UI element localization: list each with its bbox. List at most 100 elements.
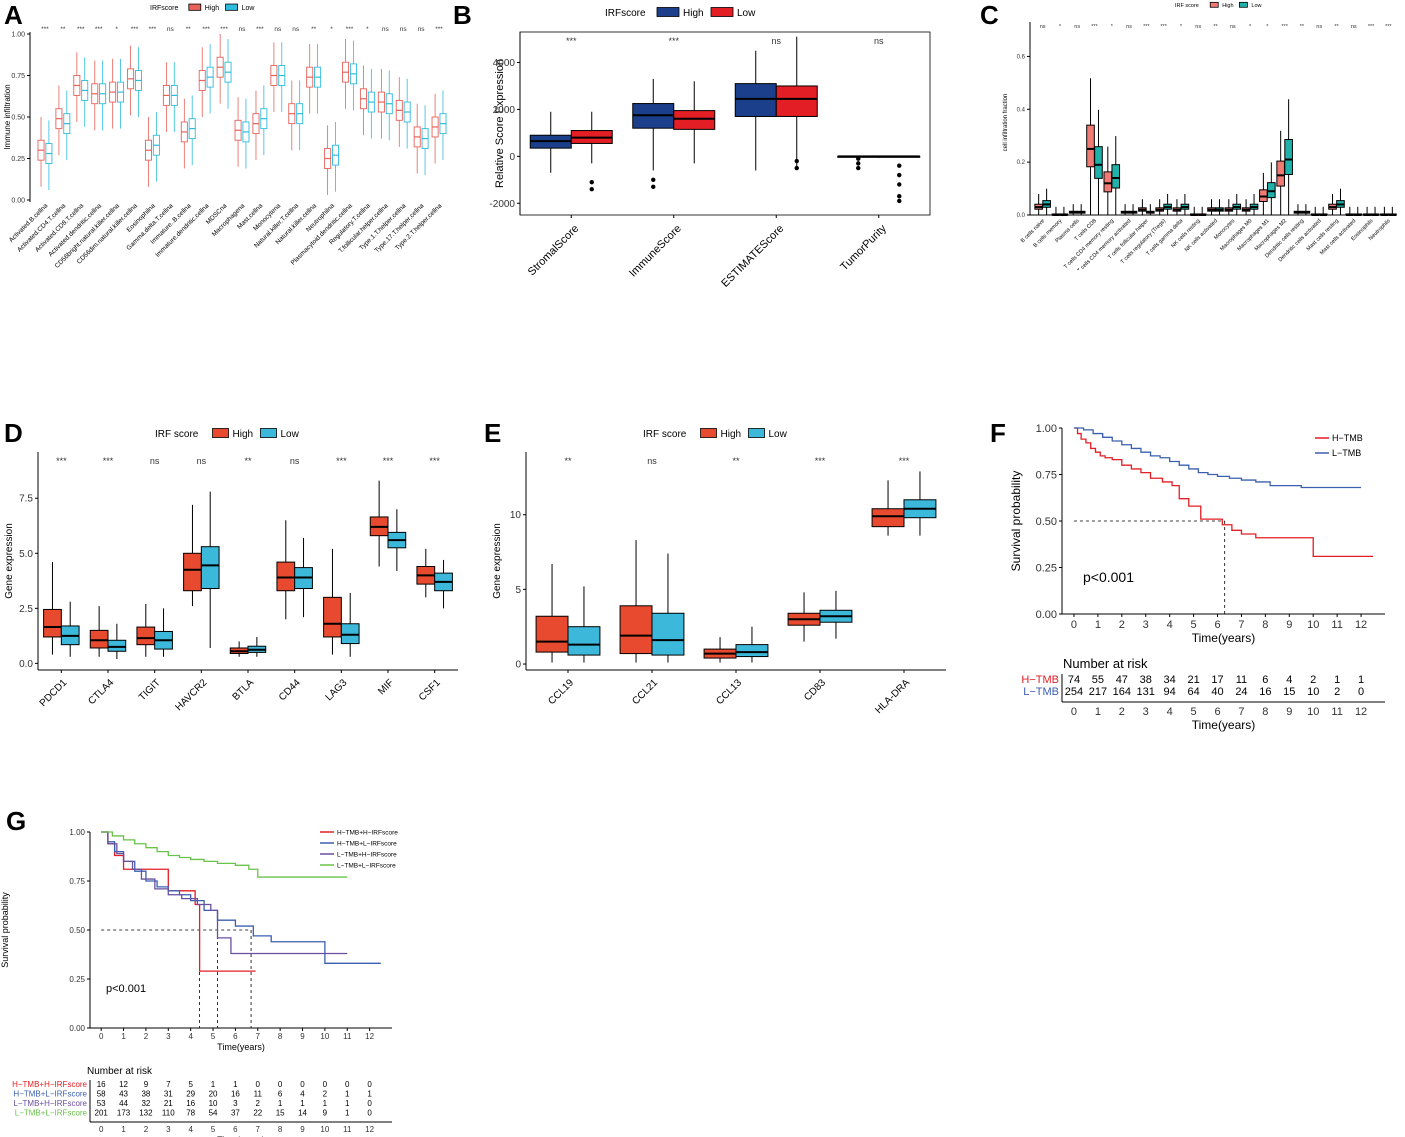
- box-b-high-box: [734, 83, 777, 117]
- box-d-high-box: [276, 561, 296, 592]
- sig-label: ns: [239, 26, 247, 33]
- y-tick-label: 0.75: [1036, 469, 1057, 481]
- risk-x-tick-label: 4: [188, 1125, 193, 1134]
- sig-label: ***: [149, 26, 157, 33]
- x-tick-label: 12: [1355, 619, 1367, 631]
- panel-letter-d: D: [4, 418, 23, 448]
- risk-value: 11: [1236, 674, 1247, 686]
- y-tick-label: 0.25: [11, 156, 25, 163]
- risk-value: 1: [233, 1080, 238, 1089]
- risk-value: 254: [1065, 686, 1083, 698]
- risk-value: 38: [1140, 674, 1152, 686]
- risk-value: 2: [256, 1099, 261, 1108]
- sig-label: ns: [382, 26, 390, 33]
- sig-label: ***: [131, 26, 139, 33]
- km-curve-0: [1073, 427, 1374, 557]
- x-tick-label: 1: [1095, 619, 1101, 631]
- y-tick-label: 0.50: [11, 114, 25, 121]
- risk-value: 16: [97, 1080, 106, 1089]
- sig-label: ***: [220, 26, 228, 33]
- risk-x-tick-label: 7: [1238, 706, 1244, 718]
- risk-value: 24: [1235, 686, 1247, 698]
- risk-x-tick-label: 1: [1095, 706, 1101, 718]
- risk-x-tick-label: 12: [365, 1125, 374, 1134]
- x-tick-label: CCL21: [630, 677, 660, 707]
- risk-value: 44: [119, 1099, 128, 1108]
- risk-x-tick-label: 10: [320, 1125, 329, 1134]
- risk-value: 10: [1307, 686, 1319, 698]
- x-tick-label: 9: [300, 1032, 305, 1041]
- chart-g-km-tmb-irf: Survival probability 0.00 0.25 0.50 0.75 1.00…: [0, 828, 398, 1137]
- y-tick-label: 10: [510, 510, 522, 521]
- risk-value: 54: [209, 1109, 218, 1118]
- x-tick-label: 5: [1191, 619, 1197, 631]
- sig-label: ***: [77, 26, 85, 33]
- risk-value: 47: [1116, 674, 1128, 686]
- sig-label: ns: [167, 26, 175, 33]
- outlier-point: [897, 194, 902, 199]
- sig-label: *: [330, 26, 333, 33]
- p-value: p<0.001: [1083, 569, 1134, 585]
- risk-value: 2: [1334, 686, 1340, 698]
- risk-x-tick-label: 4: [1167, 706, 1173, 718]
- y-axis-title: Survival probability: [0, 892, 10, 968]
- sig-label: ns: [1074, 24, 1080, 30]
- risk-value: 0: [367, 1080, 372, 1089]
- sig-label: ***: [346, 26, 354, 33]
- risk-value: 0: [300, 1080, 305, 1089]
- x-tick-label: HLA-DRA: [873, 677, 912, 716]
- sig-label: **: [186, 26, 192, 33]
- plot-frame: [519, 31, 931, 216]
- x-tick-label: 6: [1214, 619, 1220, 631]
- sig-label: *: [1111, 24, 1114, 30]
- risk-value: 132: [139, 1109, 153, 1118]
- risk-value: 1: [211, 1080, 216, 1089]
- risk-value: 38: [141, 1090, 150, 1099]
- risk-value: 55: [1092, 674, 1104, 686]
- box-c-low-box: [1094, 146, 1103, 179]
- box-d-high-box: [89, 629, 109, 649]
- legend-label-1: H−TMB+L−IRFscore: [337, 840, 397, 847]
- risk-value: 31: [164, 1090, 173, 1099]
- risk-value: 94: [1164, 686, 1176, 698]
- risk-row-label: L−TMB+L−IRFscore: [15, 1109, 88, 1118]
- y-axis-title: Relative Score Expression: [494, 59, 506, 188]
- x-tick-label: ImmuneScore: [627, 223, 684, 280]
- risk-x-tick-label: 8: [1262, 706, 1268, 718]
- x-tick-label: 4: [188, 1032, 193, 1041]
- y-tick-label: -2000: [489, 199, 515, 210]
- sig-label: ns: [1230, 24, 1236, 30]
- sig-label: ns: [418, 26, 426, 33]
- sig-label: ***: [1281, 24, 1288, 30]
- x-tick-label: HAVCR2: [174, 677, 210, 713]
- sig-label: ***: [815, 456, 826, 466]
- outlier-point: [589, 179, 594, 185]
- legend-label-low: Low: [242, 5, 256, 12]
- risk-value: 21: [164, 1099, 173, 1108]
- box-d-high-box: [136, 626, 156, 646]
- y-tick-label: 0.50: [69, 926, 85, 935]
- p-value: p<0.001: [106, 983, 146, 995]
- km-curve-1: [1073, 427, 1362, 489]
- legend-label-low: Low: [281, 429, 300, 440]
- risk-value: 16: [1259, 686, 1271, 698]
- sig-label: ***: [41, 26, 49, 33]
- y-tick-label: 1.00: [11, 31, 25, 38]
- risk-value: 2: [1310, 674, 1316, 686]
- risk-x-tick-label: 0: [99, 1125, 104, 1134]
- panel-letter-g: G: [6, 806, 27, 836]
- risk-row-label: L−TMB+H−IRFscore: [13, 1099, 87, 1108]
- y-tick-label: 5.0: [19, 549, 33, 560]
- outlier-point: [651, 184, 656, 190]
- x-tick-label: CCL13: [714, 677, 744, 707]
- legend-swatch-high: [212, 428, 229, 438]
- risk-value: 64: [1187, 686, 1199, 698]
- legend-label-0: H−TMB: [1332, 433, 1363, 443]
- legend-swatch-low: [260, 428, 277, 438]
- panel-letter-b: B: [453, 0, 472, 30]
- outlier-point: [897, 182, 902, 187]
- sig-label: ***: [103, 456, 114, 466]
- risk-value: 0: [345, 1080, 350, 1089]
- x-tick-label: 3: [166, 1032, 171, 1041]
- sig-label: *: [1266, 24, 1269, 30]
